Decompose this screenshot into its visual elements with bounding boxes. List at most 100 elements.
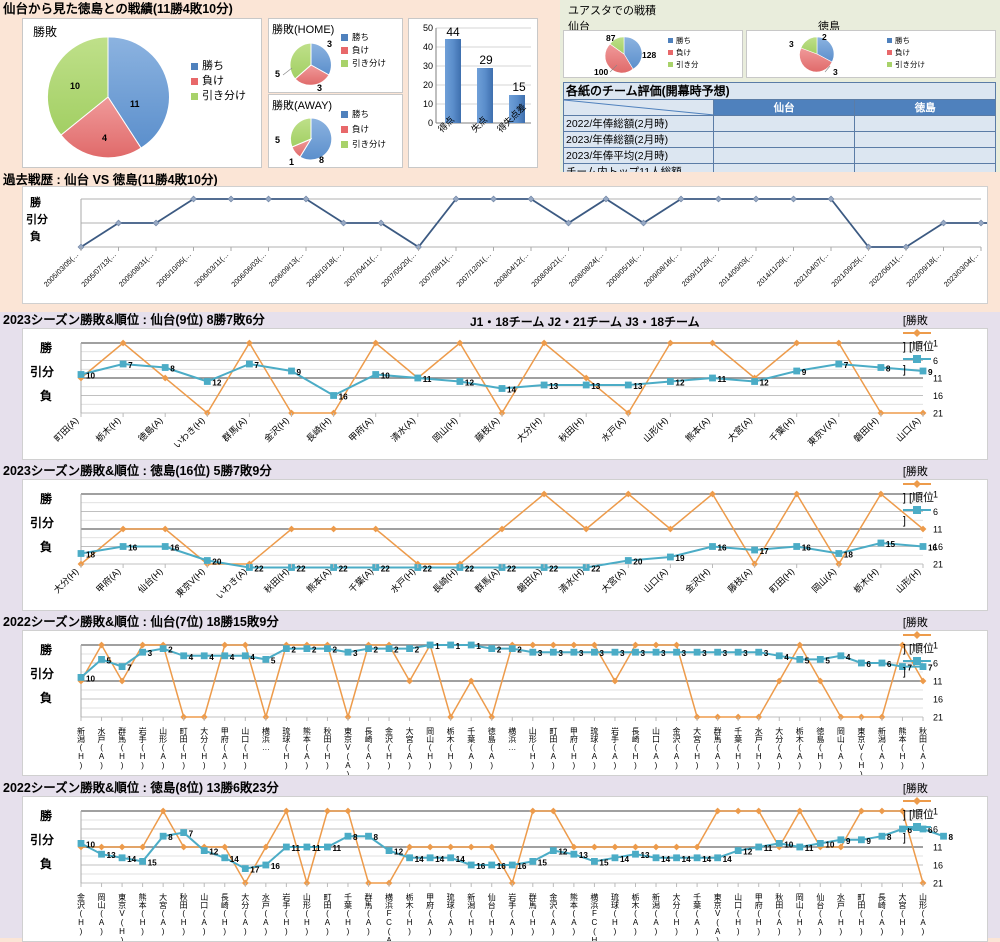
- table-header-row: 仙台 徳島: [563, 99, 996, 116]
- rank-data-label: 1: [435, 642, 440, 651]
- rank-data-label: 10: [784, 840, 794, 849]
- svg-text:20: 20: [423, 80, 433, 90]
- legend-label-wl: 勝敗: [905, 783, 928, 795]
- rank-data-label: 8: [887, 833, 892, 842]
- season-xtick: 仙台(A): [816, 892, 825, 936]
- season-xtick: 熊本(A): [304, 566, 333, 595]
- legend-swatch-loss: [341, 47, 348, 54]
- season-xtick: 甲府(A): [94, 566, 123, 595]
- rank-axis-tick: 21: [933, 713, 943, 723]
- legend-label-win: 勝ち: [895, 35, 910, 45]
- rank-data-label: 14: [415, 855, 425, 864]
- legend-item-loss: 負け: [191, 74, 246, 89]
- season-xtick: 群馬(A): [472, 566, 501, 595]
- rank-axis-tick: 21: [933, 879, 943, 889]
- history-xtick: 2005/07/13(…: [79, 250, 118, 289]
- season-xtick: 大分(H): [514, 415, 543, 444]
- history-xtick: 2023/03/04(…: [942, 250, 981, 289]
- season-2023-tokushima-panel: 2023シーズン勝敗&順位 : 徳島(16位) 5勝7敗9分 [勝敗 ] [順位…: [0, 463, 1000, 615]
- pie-label-draw: 10: [70, 81, 80, 91]
- season-2022-tokushima-panel: 2022シーズン勝敗&順位 : 徳島(8位) 13勝6敗23分 [勝敗 ] [順…: [0, 780, 1000, 942]
- yuasta-sendai-pie-svg: 87 128 100 勝ち 負け 引き分: [594, 33, 699, 77]
- legend-label-wl: 勝敗: [905, 315, 928, 327]
- season-xtick: 横浜…: [508, 726, 517, 752]
- eval-table-title: 各紙のチーム評価(開幕時予想): [563, 82, 996, 99]
- season-xtick: 新潟(H): [467, 892, 476, 936]
- home-legend-win: 勝ち: [341, 31, 386, 44]
- history-xtick: 2008/08/24(…: [567, 250, 606, 289]
- season-xtick: 甲府(A): [346, 415, 375, 444]
- rank-data-label: 12: [465, 379, 475, 388]
- rank-data-label: 3: [743, 649, 748, 658]
- season-xtick: 水戸(A): [599, 415, 628, 444]
- rank-data-label: 3: [353, 649, 358, 658]
- season-xtick: 東京V(A): [713, 892, 722, 941]
- rank-axis-tick: 6: [933, 659, 938, 669]
- rank-data-label: 13: [640, 851, 650, 860]
- season-xtick: 秋田(H): [323, 726, 332, 770]
- history-xtick: 2009/05/16(…: [604, 250, 643, 289]
- rank-data-label: 22: [549, 565, 559, 574]
- ylabel-loss: 負: [40, 389, 53, 403]
- season-xtick: 群馬(H): [528, 892, 537, 936]
- bar-value-2: 15: [512, 80, 526, 94]
- rank-data-label: 11: [312, 844, 321, 853]
- eval-header-sendai: 仙台: [712, 99, 856, 116]
- svg-text:50: 50: [423, 23, 433, 33]
- legend-swatch-win: [191, 63, 198, 70]
- legend-label-rank: 順位: [912, 643, 934, 655]
- season-xtick: 新潟(H): [77, 726, 86, 770]
- legend-swatch-loss: [191, 78, 198, 85]
- season-xtick: 長崎(H): [304, 415, 333, 444]
- rank-data-label: 5: [271, 656, 276, 665]
- legend-swatch-win: [341, 111, 348, 118]
- season-xtick: 徳島(A): [136, 415, 165, 444]
- bar-value-0: 44: [446, 25, 460, 39]
- eval-cell-tokushima: [854, 131, 996, 148]
- season-xtick: 金沢(H): [683, 566, 712, 595]
- season-xtick: 熊本(A): [302, 726, 311, 770]
- rank-data-label: 22: [297, 565, 307, 574]
- history-xtick: 2006/03/11(…: [192, 250, 230, 288]
- rank-data-label: 6: [907, 826, 912, 835]
- season-xtick: 仙台(H): [135, 566, 164, 595]
- history-xtick: 2021/09/25(…: [829, 250, 868, 289]
- away-pie-caption: 勝敗(AWAY): [272, 100, 333, 112]
- season-xtick: 町田(A): [323, 893, 332, 936]
- legend-swatch-draw: [191, 93, 198, 100]
- season-xtick: 岡山(H): [431, 415, 460, 444]
- legend-label-rank: 順位: [912, 809, 934, 821]
- rank-data-label: 15: [148, 858, 158, 867]
- rank-data-label: 6: [866, 660, 871, 669]
- season-xtick: 琉球(A): [446, 892, 455, 936]
- rank-data-label: 14: [682, 855, 692, 864]
- season-xtick: 栃木(H): [405, 892, 414, 936]
- season-title: 2022シーズン勝敗&順位 : 徳島(8位) 13勝6敗23分: [3, 781, 279, 795]
- season-xtick: 大分(H): [51, 566, 80, 595]
- rank-data-label: 19: [675, 554, 685, 563]
- history-xtick: 2005/08/31(…: [117, 250, 156, 289]
- season-xtick: 琉球(H): [282, 726, 291, 770]
- rank-data-label: 12: [675, 379, 685, 388]
- rank-data-label: 4: [846, 653, 851, 662]
- head-to-head-history: 過去戦歴 : 仙台 VS 徳島(11勝4敗10分) 2005/03/05(… 20…: [0, 172, 1000, 312]
- rank-data-label: 17: [760, 547, 770, 556]
- legend-item-win: 勝ち: [191, 59, 246, 74]
- rank-data-label: 8: [353, 833, 358, 842]
- away-legend-label-loss: 負け: [352, 124, 370, 134]
- rank-axis-tick: 1: [933, 641, 938, 651]
- rank-axis-tick: 1: [933, 807, 938, 817]
- rank-data-label: 4: [784, 653, 789, 662]
- yuasta-sendai-label-loss: 100: [594, 67, 608, 77]
- season-xtick: 横浜FC(H): [590, 892, 599, 941]
- main-pie-caption: 勝敗: [33, 25, 58, 39]
- home-legend-label-draw: 引き分け: [352, 58, 387, 68]
- season-chart: 18 16 16 20 22 22 22 22 22 22 22 22 22 20 19 16 17 16 18 15…: [22, 479, 988, 611]
- rank-data-label: 7: [128, 361, 133, 370]
- season-xtick: 栃木(H): [446, 726, 455, 770]
- ylabel-draw: 引分: [30, 516, 55, 530]
- season-xtick: 群馬(H): [118, 726, 127, 770]
- rank-data-label: 14: [507, 386, 517, 395]
- rank-data-label: 15: [599, 858, 609, 867]
